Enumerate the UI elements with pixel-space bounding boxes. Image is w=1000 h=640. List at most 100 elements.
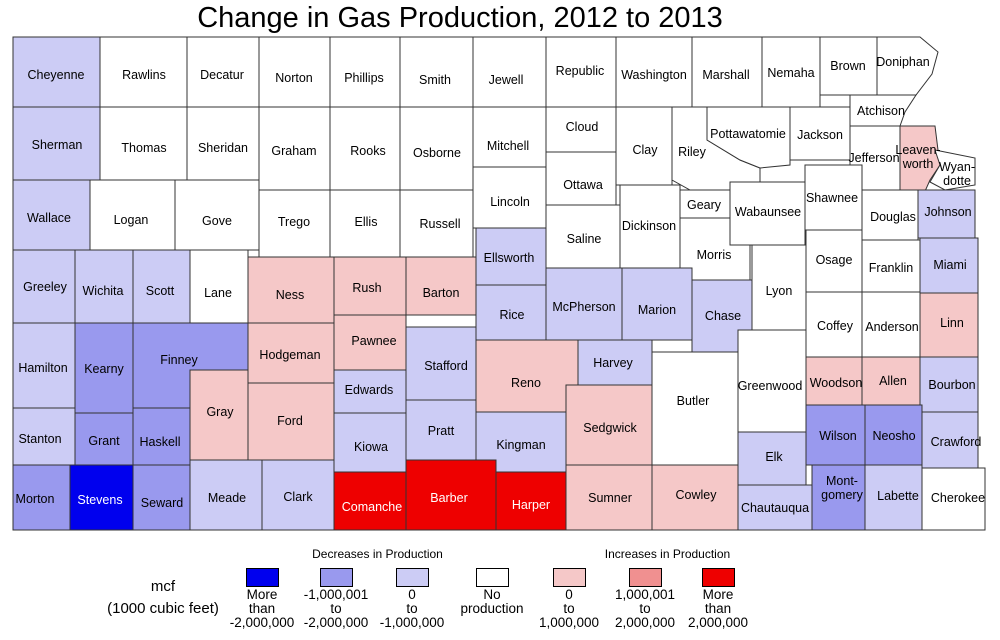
legend-label-line2: to	[406, 601, 418, 616]
legend-swatch	[319, 568, 353, 587]
county-label-cloud: Cloud	[566, 120, 599, 134]
county-label-marshall: Marshall	[702, 68, 749, 82]
legend-swatch	[701, 568, 735, 587]
county-label-wilson: Wilson	[819, 429, 857, 443]
county-label-stafford: Stafford	[424, 359, 468, 373]
county-label-kearny: Kearny	[84, 362, 124, 376]
county-label-pottawatomie: Pottawatomie	[710, 127, 786, 141]
legend-swatch	[245, 568, 279, 587]
county-label-linn: Linn	[940, 316, 964, 330]
county-label-harvey: Harvey	[593, 356, 633, 370]
county-cherokee	[921, 467, 986, 531]
county-label-crawford: Crawford	[931, 435, 982, 449]
county-label-sedgwick: Sedgwick	[583, 421, 637, 435]
legend-item-inc-large: More than 2,000,000	[673, 568, 763, 630]
county-label-rawlins: Rawlins	[122, 68, 166, 82]
county-label-franklin: Franklin	[869, 261, 914, 275]
county-label-comanche: Comanche	[342, 500, 402, 514]
county-label-nemaha: Nemaha	[767, 66, 814, 80]
legend-swatch	[552, 568, 586, 587]
legend-item-none: No production	[447, 568, 537, 616]
county-label-republic: Republic	[556, 64, 605, 78]
legend-label-line2: to	[563, 601, 575, 616]
county-label-jewell: Jewell	[489, 73, 524, 87]
legend-swatch	[475, 568, 509, 587]
county-label-ness: Ness	[276, 288, 304, 302]
county-label-coffey: Coffey	[817, 319, 854, 333]
county-label-mitchell: Mitchell	[487, 139, 529, 153]
county-label-bourbon: Bourbon	[928, 378, 975, 392]
county-label-geary: Geary	[687, 198, 722, 212]
county-label-cheyenne: Cheyenne	[28, 68, 85, 82]
county-label-hodgeman: Hodgeman	[259, 348, 320, 362]
county-label-washington: Washington	[621, 68, 687, 82]
county-label-edwards: Edwards	[345, 383, 394, 397]
county-label-wallace: Wallace	[27, 211, 71, 225]
county-label-miami: Miami	[933, 258, 966, 272]
legend-label-line1: More	[246, 587, 278, 602]
county-label-morton: Morton	[16, 492, 55, 506]
county-smith	[399, 36, 474, 108]
county-label-greeley: Greeley	[23, 280, 68, 294]
county-label-smith: Smith	[419, 73, 451, 87]
county-label-stanton: Stanton	[18, 432, 61, 446]
legend-label-line3: -2,000,000	[303, 615, 369, 630]
county-label-sumner: Sumner	[588, 491, 632, 505]
county-label-barber: Barber	[430, 491, 468, 505]
county-atchison	[849, 94, 917, 127]
county-label-marion: Marion	[638, 303, 676, 317]
legend-item-dec-large: More than -2,000,000	[217, 568, 307, 630]
county-label-shawnee: Shawnee	[806, 191, 858, 205]
county-butler	[651, 351, 739, 479]
county-jewell	[472, 36, 547, 108]
county-label-kiowa: Kiowa	[354, 440, 388, 454]
county-label-jackson: Jackson	[797, 128, 843, 142]
legend-label-line2: than	[248, 601, 276, 616]
county-label-gray: Gray	[206, 405, 234, 419]
county-label-pratt: Pratt	[428, 424, 455, 438]
legend-unit-line2: (1000 cubic feet)	[107, 600, 219, 617]
county-label-lyon: Lyon	[766, 284, 793, 298]
county-label-wabaunsee: Wabaunsee	[735, 205, 801, 219]
county-label-logan: Logan	[114, 213, 149, 227]
legend-label-line1: 1,000,001	[614, 587, 676, 602]
county-label-haskell: Haskell	[140, 435, 181, 449]
legend-increases-heading: Increases in Production	[604, 547, 731, 561]
county-label-riley: Riley	[678, 145, 707, 159]
county-label-seward: Seward	[141, 496, 183, 510]
county-label-thomas: Thomas	[121, 141, 166, 155]
county-label-barton: Barton	[423, 286, 460, 300]
legend-swatch	[628, 568, 662, 587]
legend-item-dec-small: 0 to -1,000,000	[367, 568, 457, 630]
county-label-cherokee: Cherokee	[931, 491, 985, 505]
kansas-county-map: Cheyenne Rawlins Decatur Norton Phillips Smit…	[12, 36, 986, 531]
county-label-clark: Clark	[283, 490, 313, 504]
county-label-wyan-dotte: Wyan-dotte	[939, 160, 975, 188]
county-label-ottawa: Ottawa	[563, 178, 603, 192]
county-label-lane: Lane	[204, 286, 232, 300]
county-label-sherman: Sherman	[32, 138, 83, 152]
county-label-scott: Scott	[146, 284, 175, 298]
legend-decreases-heading: Decreases in Production	[312, 547, 443, 561]
legend-label-line3: -1,000,000	[379, 615, 445, 630]
legend-label-line3: 2,000,000	[614, 615, 676, 630]
county-label-trego: Trego	[278, 215, 310, 229]
county-label-woodson: Woodson	[810, 376, 863, 390]
county-label-phillips: Phillips	[344, 71, 384, 85]
county-label-stevens: Stevens	[77, 493, 122, 507]
county-label-lincoln: Lincoln	[490, 195, 530, 209]
county-label-doniphan: Doniphan	[876, 55, 930, 69]
county-label-kingman: Kingman	[496, 438, 545, 452]
legend-label-line1: More	[702, 587, 734, 602]
county-label-finney: Finney	[160, 353, 198, 367]
legend-label-line2: production	[460, 601, 524, 616]
county-label-pawnee: Pawnee	[351, 334, 396, 348]
county-label-hamilton: Hamilton	[18, 361, 67, 375]
legend-label-line2: than	[704, 601, 732, 616]
county-label-mont-gomery: Mont-gomery	[821, 474, 863, 502]
county-label-douglas: Douglas	[870, 210, 916, 224]
county-label-meade: Meade	[208, 491, 246, 505]
county-label-butler: Butler	[677, 394, 710, 408]
legend-item-inc-small: 0 to 1,000,000	[524, 568, 614, 630]
county-label-gove: Gove	[202, 214, 232, 228]
